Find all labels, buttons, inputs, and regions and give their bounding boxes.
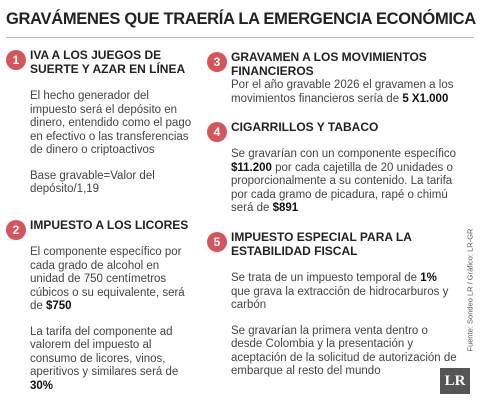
source: Fuente: Sondeo LR / Gráfico: LR-GR <box>465 228 475 352</box>
text: por cada cajetilla de 20 unidades o prop… <box>231 161 453 215</box>
text: que grava la extracción de hidrocarburos… <box>231 285 449 312</box>
paragraph: Por el año gravable 2026 el gravamen a l… <box>231 79 459 106</box>
item-body: Se trata de un impuesto temporal de 1% q… <box>231 272 459 379</box>
number-badge: 3 <box>207 52 227 72</box>
item: 3 GRAVAMEN A LOS MOVIMIENTOS FINANCIEROS P… <box>207 50 459 106</box>
logo: LR <box>440 368 470 394</box>
text: El componente específico por cada grado … <box>30 246 185 312</box>
text: Se gravarían con un componente específic… <box>231 148 457 160</box>
item: 4 CIGARRILLOS Y TABACO Se gravarían con un… <box>207 120 459 216</box>
bold-text: $750 <box>46 300 72 312</box>
item: 1 IVA A LOS JUEGOS DE SUERTE Y AZAR EN LÍ… <box>6 48 194 197</box>
text: La tarifa del componente ad valorem del … <box>30 325 179 379</box>
bold-text: $891 <box>272 202 299 214</box>
bold-text: 5 X1.000 <box>402 92 449 105</box>
title: GRAVÁMENES QUE TRAERÍA LA EMERGENCIA ECO… <box>6 10 476 28</box>
title-rule <box>6 37 474 38</box>
text: El hecho generador del impuesto será el … <box>30 90 192 156</box>
number-badge: 4 <box>207 122 227 142</box>
paragraph: El componente específico por cada grado … <box>30 246 194 314</box>
item-heading: CIGARRILLOS Y TABACO <box>231 120 379 134</box>
number-badge: 2 <box>6 220 26 240</box>
paragraph: Se gravarían la primera venta dentro o d… <box>231 325 459 379</box>
bold-text: 30% <box>30 379 54 392</box>
paragraph: El hecho generador del impuesto será el … <box>30 90 194 158</box>
paragraph: Se gravarían con un componente específic… <box>231 148 459 216</box>
number-badge: 5 <box>207 232 227 252</box>
item-heading: IMPUESTO ESPECIAL PARA LA ESTABILIDAD FI… <box>231 230 412 258</box>
number-badge: 1 <box>6 50 26 70</box>
item-body: Por el año gravable 2026 el gravamen a l… <box>231 79 459 106</box>
text: Se trata de un impuesto temporal de <box>231 272 421 284</box>
text: Base gravable=Valor del depósito/1,19 <box>30 169 155 196</box>
paragraph: Base gravable=Valor del depósito/1,19 <box>30 170 194 197</box>
bold-text: 1% <box>420 272 437 284</box>
paragraph: La tarifa del componente ad valorem del … <box>30 326 194 394</box>
item-body: El componente específico por cada grado … <box>30 246 194 393</box>
text: Por el año gravable 2026 el gravamen a l… <box>231 79 454 105</box>
item-heading: IVA A LOS JUEGOS DE SUERTE Y AZAR EN LÍN… <box>30 48 186 76</box>
bold-text: $11.200 <box>231 161 272 174</box>
text: Se gravarían la primera venta dentro o d… <box>231 324 457 378</box>
item-heading: IMPUESTO A LOS LICORES <box>30 218 189 232</box>
item-body: El hecho generador del impuesto será el … <box>30 90 194 197</box>
item-body: Se gravarían con un componente específic… <box>231 148 459 216</box>
item-heading: GRAVAMEN A LOS MOVIMIENTOS FINANCIEROS <box>231 50 427 78</box>
paragraph: Se trata de un impuesto temporal de 1% q… <box>231 272 459 313</box>
item: 2 IMPUESTO A LOS LICORES El componente esp… <box>6 218 194 393</box>
item: 5 IMPUESTO ESPECIAL PARA LA ESTABILIDAD F… <box>207 230 459 379</box>
